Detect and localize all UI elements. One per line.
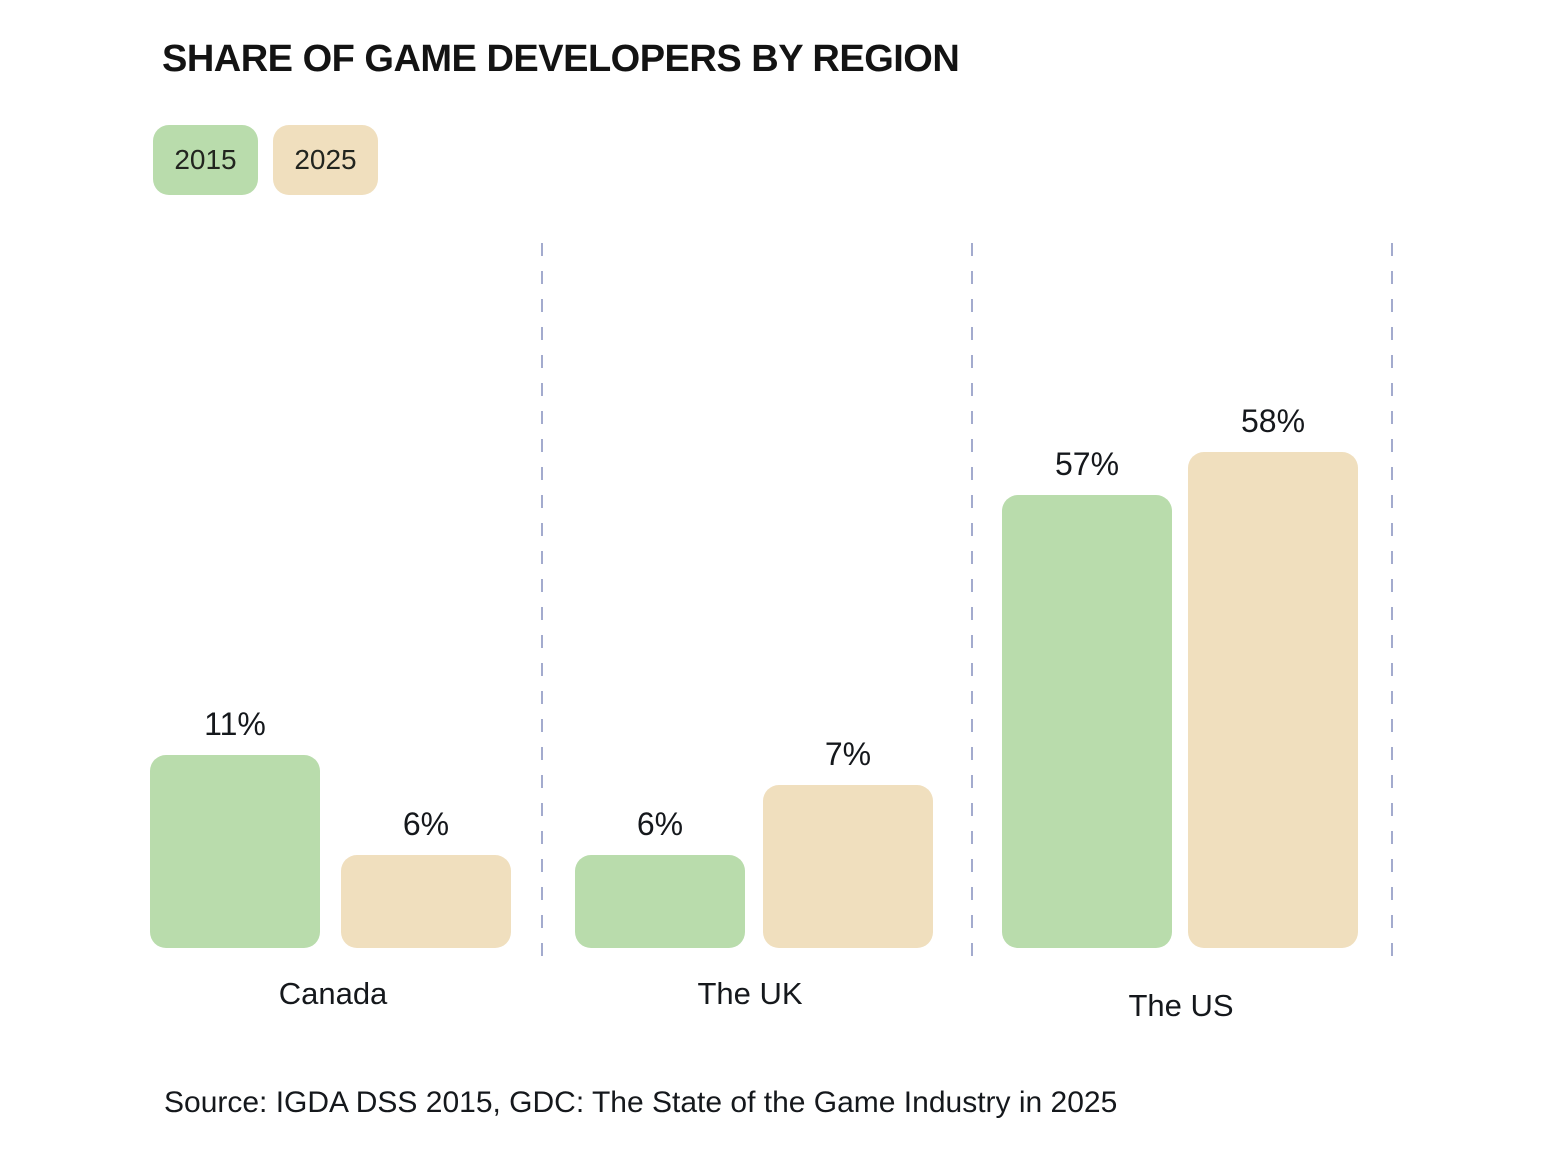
legend-chip-2015: 2015 xyxy=(153,125,258,195)
source-note: Source: IGDA DSS 2015, GDC: The State of… xyxy=(164,1086,1118,1119)
category-label-the-uk: The UK xyxy=(697,976,803,1011)
bar-the-us-2025 xyxy=(1188,452,1358,948)
bar-canada-2015 xyxy=(150,755,320,948)
bar-the-us-2015 xyxy=(1002,495,1172,948)
category-separator-line-1 xyxy=(541,243,543,961)
value-label-the-us-2025: 58% xyxy=(1240,403,1306,439)
value-label-the-uk-2015: 6% xyxy=(636,806,684,842)
value-label-the-uk-2025: 7% xyxy=(824,736,872,772)
category-separator-line-2 xyxy=(971,243,973,961)
bar-canada-2025 xyxy=(341,855,511,948)
value-label-canada-2025: 6% xyxy=(402,806,450,842)
legend: 2015 2025 xyxy=(153,125,378,195)
value-label-the-us-2015: 57% xyxy=(1054,446,1120,482)
bar-the-uk-2025 xyxy=(763,785,933,948)
category-label-the-us: The US xyxy=(1128,988,1234,1023)
legend-chip-2025: 2025 xyxy=(273,125,378,195)
category-label-canada: Canada xyxy=(278,976,388,1011)
chart-title: SHARE OF GAME DEVELOPERS BY REGION xyxy=(162,38,960,80)
bar-the-uk-2015 xyxy=(575,855,745,948)
value-label-canada-2015: 11% xyxy=(204,706,266,742)
category-separator-line-3 xyxy=(1391,243,1393,961)
